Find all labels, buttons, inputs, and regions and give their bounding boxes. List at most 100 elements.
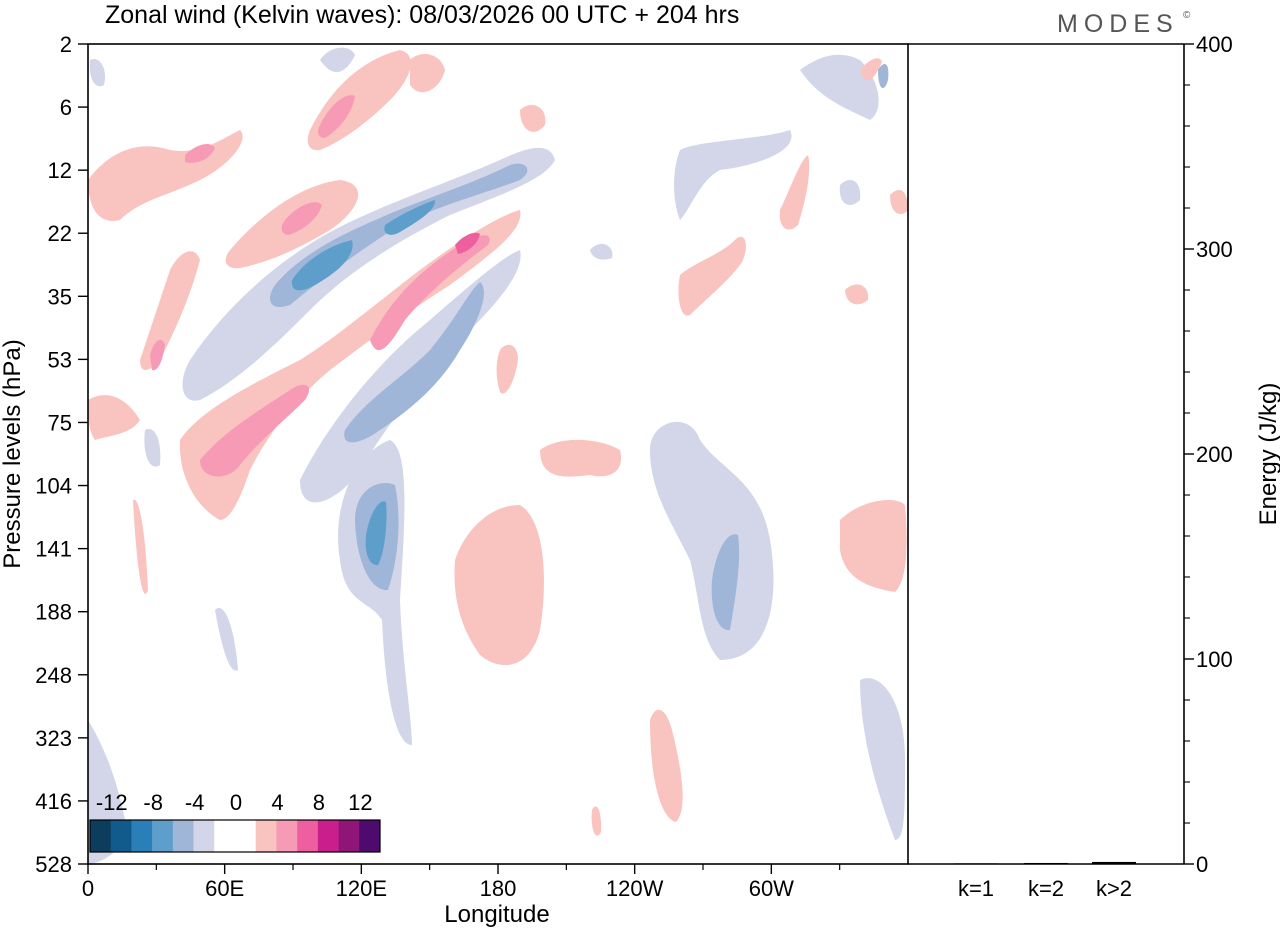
y-tick-label: 104 <box>35 474 72 499</box>
neg-contour-blob-c <box>674 130 792 220</box>
colorbar-swatch <box>338 820 360 852</box>
pos-contour-left-chain <box>140 251 200 371</box>
colorbar-label: 4 <box>271 790 283 815</box>
neg-contour-mid-diag <box>344 282 484 443</box>
y-tick-label: 416 <box>35 789 72 814</box>
y-tick-label: 528 <box>35 852 72 877</box>
colorbar-label: -8 <box>143 790 163 815</box>
colorbar-label: -12 <box>96 790 128 815</box>
neg-contour-blob-a <box>215 608 238 671</box>
y-tick-label: 141 <box>35 537 72 562</box>
pos-contour-east-streak <box>678 236 746 316</box>
neg-contour-far-east <box>860 678 905 840</box>
pos-contour-top-blob2 <box>520 105 546 132</box>
neg-contour-east-plume <box>650 421 774 660</box>
colorbar-swatch <box>359 820 381 852</box>
neg-contour-blob-b <box>89 59 106 87</box>
energy-bar <box>1092 861 1136 864</box>
pos-contour-top-right <box>860 58 882 81</box>
pos-contour-dateline <box>454 505 544 666</box>
colorbar-label: 0 <box>230 790 242 815</box>
energy-bar <box>1024 862 1068 864</box>
y-tick-label: 6 <box>60 95 72 120</box>
colorbar-swatch <box>235 820 257 852</box>
neg-contour-upper-band <box>182 147 555 401</box>
pos-contour-mid-band <box>370 235 490 351</box>
chart-title: Zonal wind (Kelvin waves): 08/03/2026 00… <box>105 1 739 29</box>
pos-contour-east-wave <box>779 155 810 230</box>
x-tick-label: 120W <box>606 876 664 901</box>
neg-contour-upper-right-core <box>878 64 889 89</box>
energy-category-label: k=1 <box>958 876 994 901</box>
neg-contour-east-core <box>711 534 740 631</box>
colorbar-swatch <box>90 820 112 852</box>
energy-tick-label: 400 <box>1196 32 1233 57</box>
pos-contour-mid-topleft <box>185 144 215 163</box>
neg-contour-blob-f <box>839 180 861 205</box>
pos-contour-dateline-east <box>540 439 622 477</box>
x-tick-label: 60E <box>205 876 244 901</box>
neg-contour-mid-upper <box>270 163 528 308</box>
pos-contour-right-edge <box>890 190 908 215</box>
y-axis-label: Pressure levels (hPa) <box>0 339 26 568</box>
neg-contour-blob-d <box>590 243 613 260</box>
colorbar-swatch <box>131 820 153 852</box>
pos-contour-south <box>650 709 683 822</box>
pos-contour-tiny <box>591 806 602 836</box>
x-tick-label: 120E <box>336 876 387 901</box>
y-tick-label: 53 <box>48 347 72 372</box>
neg-contour-upper-right <box>800 54 879 120</box>
neg-contour-core-upper <box>291 240 353 291</box>
colorbar-swatch <box>152 820 174 852</box>
neg-contour-blob-g <box>144 429 161 467</box>
pos-contour-mid-top <box>317 95 355 138</box>
x-tick-label: 60W <box>749 876 794 901</box>
colorbar-swatch <box>255 820 277 852</box>
y-tick-label: 248 <box>35 663 72 688</box>
energy-bar <box>954 863 998 865</box>
wind-field <box>88 47 908 864</box>
modes-logo: MODES <box>1057 10 1179 38</box>
y-tick-label: 323 <box>35 726 72 751</box>
energy-tick-label: 100 <box>1196 647 1233 672</box>
y-tick-label: 12 <box>48 158 72 183</box>
pos-contour-left-streak <box>88 395 140 440</box>
x-tick-label: 180 <box>480 876 517 901</box>
colorbar-frame <box>89 819 381 853</box>
pos-contour-lower-thin <box>133 499 148 594</box>
pos-contour-mid-blob <box>496 344 518 394</box>
energy-category-label: k>2 <box>1096 876 1132 901</box>
y-tick-label: 22 <box>48 221 72 246</box>
pos-contour-top-blob <box>410 54 445 93</box>
pos-contour-left-band <box>88 130 243 221</box>
pos-contour-far-east <box>840 500 907 592</box>
colorbar-swatch <box>110 820 132 852</box>
x-axis-label: Longitude <box>444 901 549 928</box>
colorbar-swatch <box>193 820 215 852</box>
neg-contour-core-lower <box>365 501 387 566</box>
colorbar-swatch <box>297 820 319 852</box>
modes-logo-mark: © <box>1183 10 1191 21</box>
energy-tick-label: 200 <box>1196 442 1233 467</box>
pos-contour-mid-lower <box>200 384 310 477</box>
pos-contour-mid-upper <box>281 202 322 235</box>
colorbar-label: 12 <box>348 790 372 815</box>
y-tick-label: 35 <box>48 284 72 309</box>
y-tick-label: 188 <box>35 600 72 625</box>
energy-category-label: k=2 <box>1028 876 1064 901</box>
pos-contour-top-right2 <box>845 284 869 305</box>
neg-contour-blob-e <box>320 47 355 73</box>
colorbar-swatch <box>276 820 298 852</box>
y-tick-label: 75 <box>48 410 72 435</box>
pos-contour-core <box>455 232 480 254</box>
neg-contour-core-streak <box>384 200 436 235</box>
energy-tick-label: 0 <box>1196 852 1208 877</box>
x-tick-label: 0 <box>82 876 94 901</box>
pos-contour-mid-left <box>150 339 165 371</box>
colorbar-label: 8 <box>313 790 325 815</box>
energy-axis-label: Energy (J/kg) <box>1255 383 1280 526</box>
energy-tick-label: 300 <box>1196 237 1233 262</box>
y-tick-label: 2 <box>60 32 72 57</box>
colorbar-swatch <box>172 820 194 852</box>
